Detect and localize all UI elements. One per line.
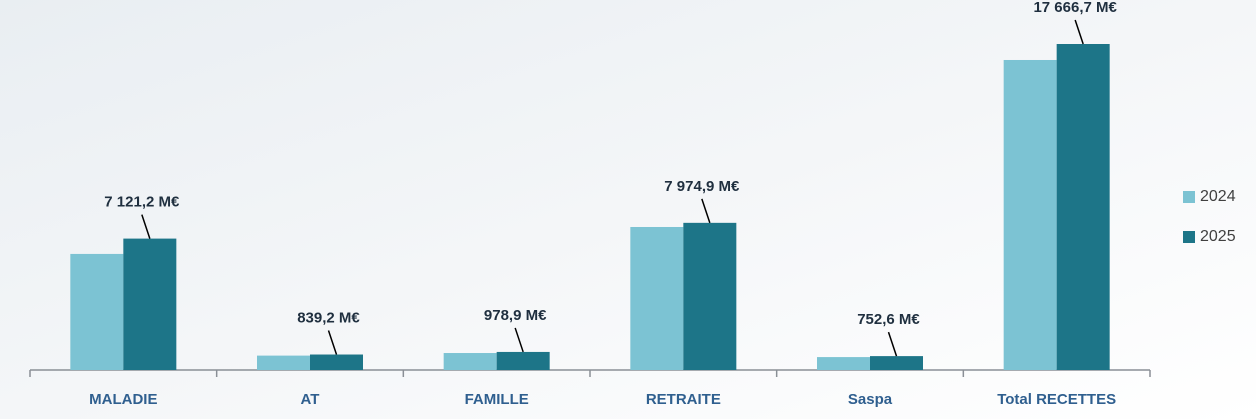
legend-label: 2024 [1200,188,1236,205]
bar [870,356,923,370]
bar [496,351,550,370]
bar [1003,59,1057,370]
bar [123,238,177,370]
leader-line [701,198,711,224]
x-tick-label: Total RECETTES [997,391,1116,408]
bar [70,253,124,370]
x-tick-label: MALADIE [89,391,157,408]
leader-line [1074,19,1084,45]
leader-line [887,331,898,357]
bar [443,353,497,370]
bar [1056,44,1110,370]
x-tick-label: FAMILLE [465,391,529,408]
bar [817,357,870,370]
data-label: 7 974,9 M€ [664,178,740,195]
data-label: 752,6 M€ [857,311,920,328]
data-label: 839,2 M€ [297,309,360,326]
bar [257,355,310,370]
bar [630,226,684,370]
data-label: 978,9 M€ [484,307,547,324]
data-label: 7 121,2 M€ [104,194,180,211]
x-tick-label: AT [301,391,320,408]
leader-line [327,330,338,355]
legend-label: 2025 [1200,228,1236,245]
x-tick-label: Saspa [848,391,893,408]
bar [683,222,737,370]
data-label: 17 666,7 M€ [1033,0,1117,16]
bar [310,354,363,370]
legend-swatch [1183,231,1195,243]
x-tick-label: RETRAITE [646,391,721,408]
leader-line [514,327,524,353]
legend-swatch [1183,191,1195,203]
leader-line [141,214,151,239]
